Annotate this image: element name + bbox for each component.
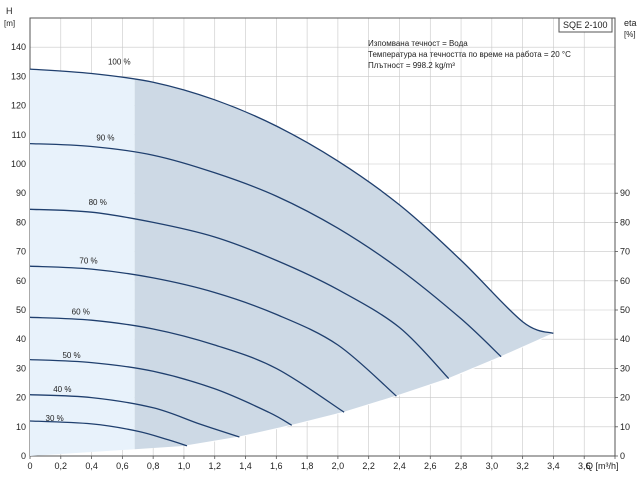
x-tick-label: 3,2 bbox=[516, 461, 529, 471]
note-density: Плътност = 998.2 kg/m³ bbox=[368, 61, 455, 70]
x-tick-label: 1,0 bbox=[178, 461, 191, 471]
y-ticks-left: 0 10 20 30 40 50 60 70 80 90 100 110 120 130 140 bbox=[11, 42, 26, 461]
x-tick-label: 2,2 bbox=[362, 461, 375, 471]
curve-60-percent bbox=[29, 316, 345, 413]
series-labels: 100 % 90 % 80 % 70 % 60 % 50 % 40 % 30 % bbox=[46, 58, 131, 423]
y-tick-label-left: 10 bbox=[16, 422, 26, 432]
curve-100-percent bbox=[29, 68, 554, 335]
x-tick-label: 0,8 bbox=[147, 461, 160, 471]
fill-region bbox=[30, 69, 554, 456]
y-tick-label-right: 90 bbox=[620, 188, 630, 198]
x-tick-label: 1,6 bbox=[270, 461, 283, 471]
x-tick-label: 0,2 bbox=[55, 461, 68, 471]
curve-30-percent bbox=[29, 420, 188, 447]
curve-label: 60 % bbox=[72, 307, 90, 316]
y-tick-label-left: 50 bbox=[16, 305, 26, 315]
x-tick-label: 0 bbox=[27, 461, 32, 471]
y-tick-label-left: 40 bbox=[16, 334, 26, 344]
y-axis-left-label: H bbox=[6, 6, 13, 16]
x-tick-label: 1,4 bbox=[239, 461, 252, 471]
curve-label: 90 % bbox=[96, 134, 114, 143]
curve-label: 100 % bbox=[108, 58, 131, 67]
y-tick-label-left: 100 bbox=[11, 159, 26, 169]
model-badge: SQE 2-100 bbox=[558, 17, 613, 33]
y-tick-label-left: 70 bbox=[16, 247, 26, 257]
y-tick-label-left: 20 bbox=[16, 393, 26, 403]
y-tick-label-left: 110 bbox=[12, 130, 26, 140]
curve-40-percent bbox=[29, 394, 240, 438]
notes: Изпомвана течност = Вода Температура на … bbox=[368, 39, 571, 70]
curve-label: 70 % bbox=[79, 256, 97, 265]
x-tick-label: 1,8 bbox=[301, 461, 314, 471]
x-tick-label: 2,6 bbox=[424, 461, 437, 471]
y-tick-label-right: 30 bbox=[620, 363, 630, 373]
y-axis-right-label: eta bbox=[624, 18, 637, 28]
y-axis-left-unit: [m] bbox=[4, 19, 15, 28]
x-tick-label: 2,0 bbox=[332, 461, 345, 471]
curve-50-percent bbox=[29, 358, 293, 426]
curve-label: 50 % bbox=[62, 351, 80, 360]
y-tick-label-right: 10 bbox=[620, 422, 630, 432]
y-tick-label-left: 80 bbox=[16, 217, 26, 227]
fill-dark-region bbox=[134, 69, 554, 456]
y-tick-label-left: 130 bbox=[11, 71, 26, 81]
x-tick-label: 1,2 bbox=[208, 461, 221, 471]
x-tick-label: 3,0 bbox=[486, 461, 499, 471]
model-badge-text: SQE 2-100 bbox=[563, 20, 608, 30]
curves bbox=[29, 68, 554, 447]
y-tick-label-left: 140 bbox=[11, 42, 26, 52]
y-tick-label-right: 40 bbox=[620, 334, 630, 344]
curve-label: 30 % bbox=[46, 414, 64, 423]
x-tick-label: 2,4 bbox=[393, 461, 406, 471]
y-tick-label-left: 30 bbox=[16, 363, 26, 373]
y-tick-label-right: 70 bbox=[620, 247, 630, 257]
curve-80-percent bbox=[29, 208, 450, 380]
x-axis-label: Q [m³/h] bbox=[586, 461, 619, 471]
curve-70-percent bbox=[29, 265, 397, 397]
y-tick-label-right: 0 bbox=[620, 451, 625, 461]
y-tick-label-left: 60 bbox=[16, 276, 26, 286]
y-ticks-right: 0 10 20 30 40 50 60 70 80 90 bbox=[615, 188, 630, 461]
y-tick-label-right: 80 bbox=[620, 217, 630, 227]
x-tick-label: 0,4 bbox=[85, 461, 98, 471]
y-axis-right-unit: [%] bbox=[624, 30, 636, 39]
model-badge-frame bbox=[558, 17, 613, 33]
fill-light-region bbox=[30, 69, 135, 456]
y-tick-label-left: 120 bbox=[11, 101, 26, 111]
y-tick-label-left: 90 bbox=[16, 188, 26, 198]
curve-90-percent bbox=[29, 142, 502, 358]
y-tick-label-right: 20 bbox=[620, 393, 630, 403]
note-temperature: Температура на течността по време на раб… bbox=[368, 50, 571, 59]
region-lower-edge bbox=[186, 332, 554, 447]
y-tick-label-left: 0 bbox=[21, 451, 26, 461]
note-fluid: Изпомвана течност = Вода bbox=[368, 39, 468, 48]
y-tick-label-right: 50 bbox=[620, 305, 630, 315]
x-tick-label: 3,6 bbox=[578, 461, 591, 471]
y-tick-label-right: 60 bbox=[620, 276, 630, 286]
x-tick-label: 0,6 bbox=[116, 461, 129, 471]
curve-label: 40 % bbox=[53, 385, 71, 394]
x-tick-label: 2,8 bbox=[455, 461, 468, 471]
curve-label: 80 % bbox=[89, 198, 107, 207]
x-ticks: 0 0,2 0,4 0,6 0,8 1,0 1,2 1,4 1,6 1,8 2,0 2,2 2,4 2,6… bbox=[27, 456, 616, 471]
x-tick-label: 3,4 bbox=[547, 461, 560, 471]
